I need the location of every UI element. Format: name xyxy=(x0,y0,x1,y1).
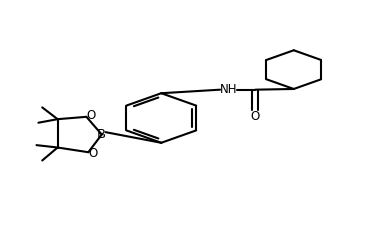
Text: B: B xyxy=(97,128,106,141)
Text: NH: NH xyxy=(220,83,237,96)
Text: O: O xyxy=(87,109,96,122)
Text: O: O xyxy=(89,147,98,160)
Text: O: O xyxy=(251,110,260,123)
